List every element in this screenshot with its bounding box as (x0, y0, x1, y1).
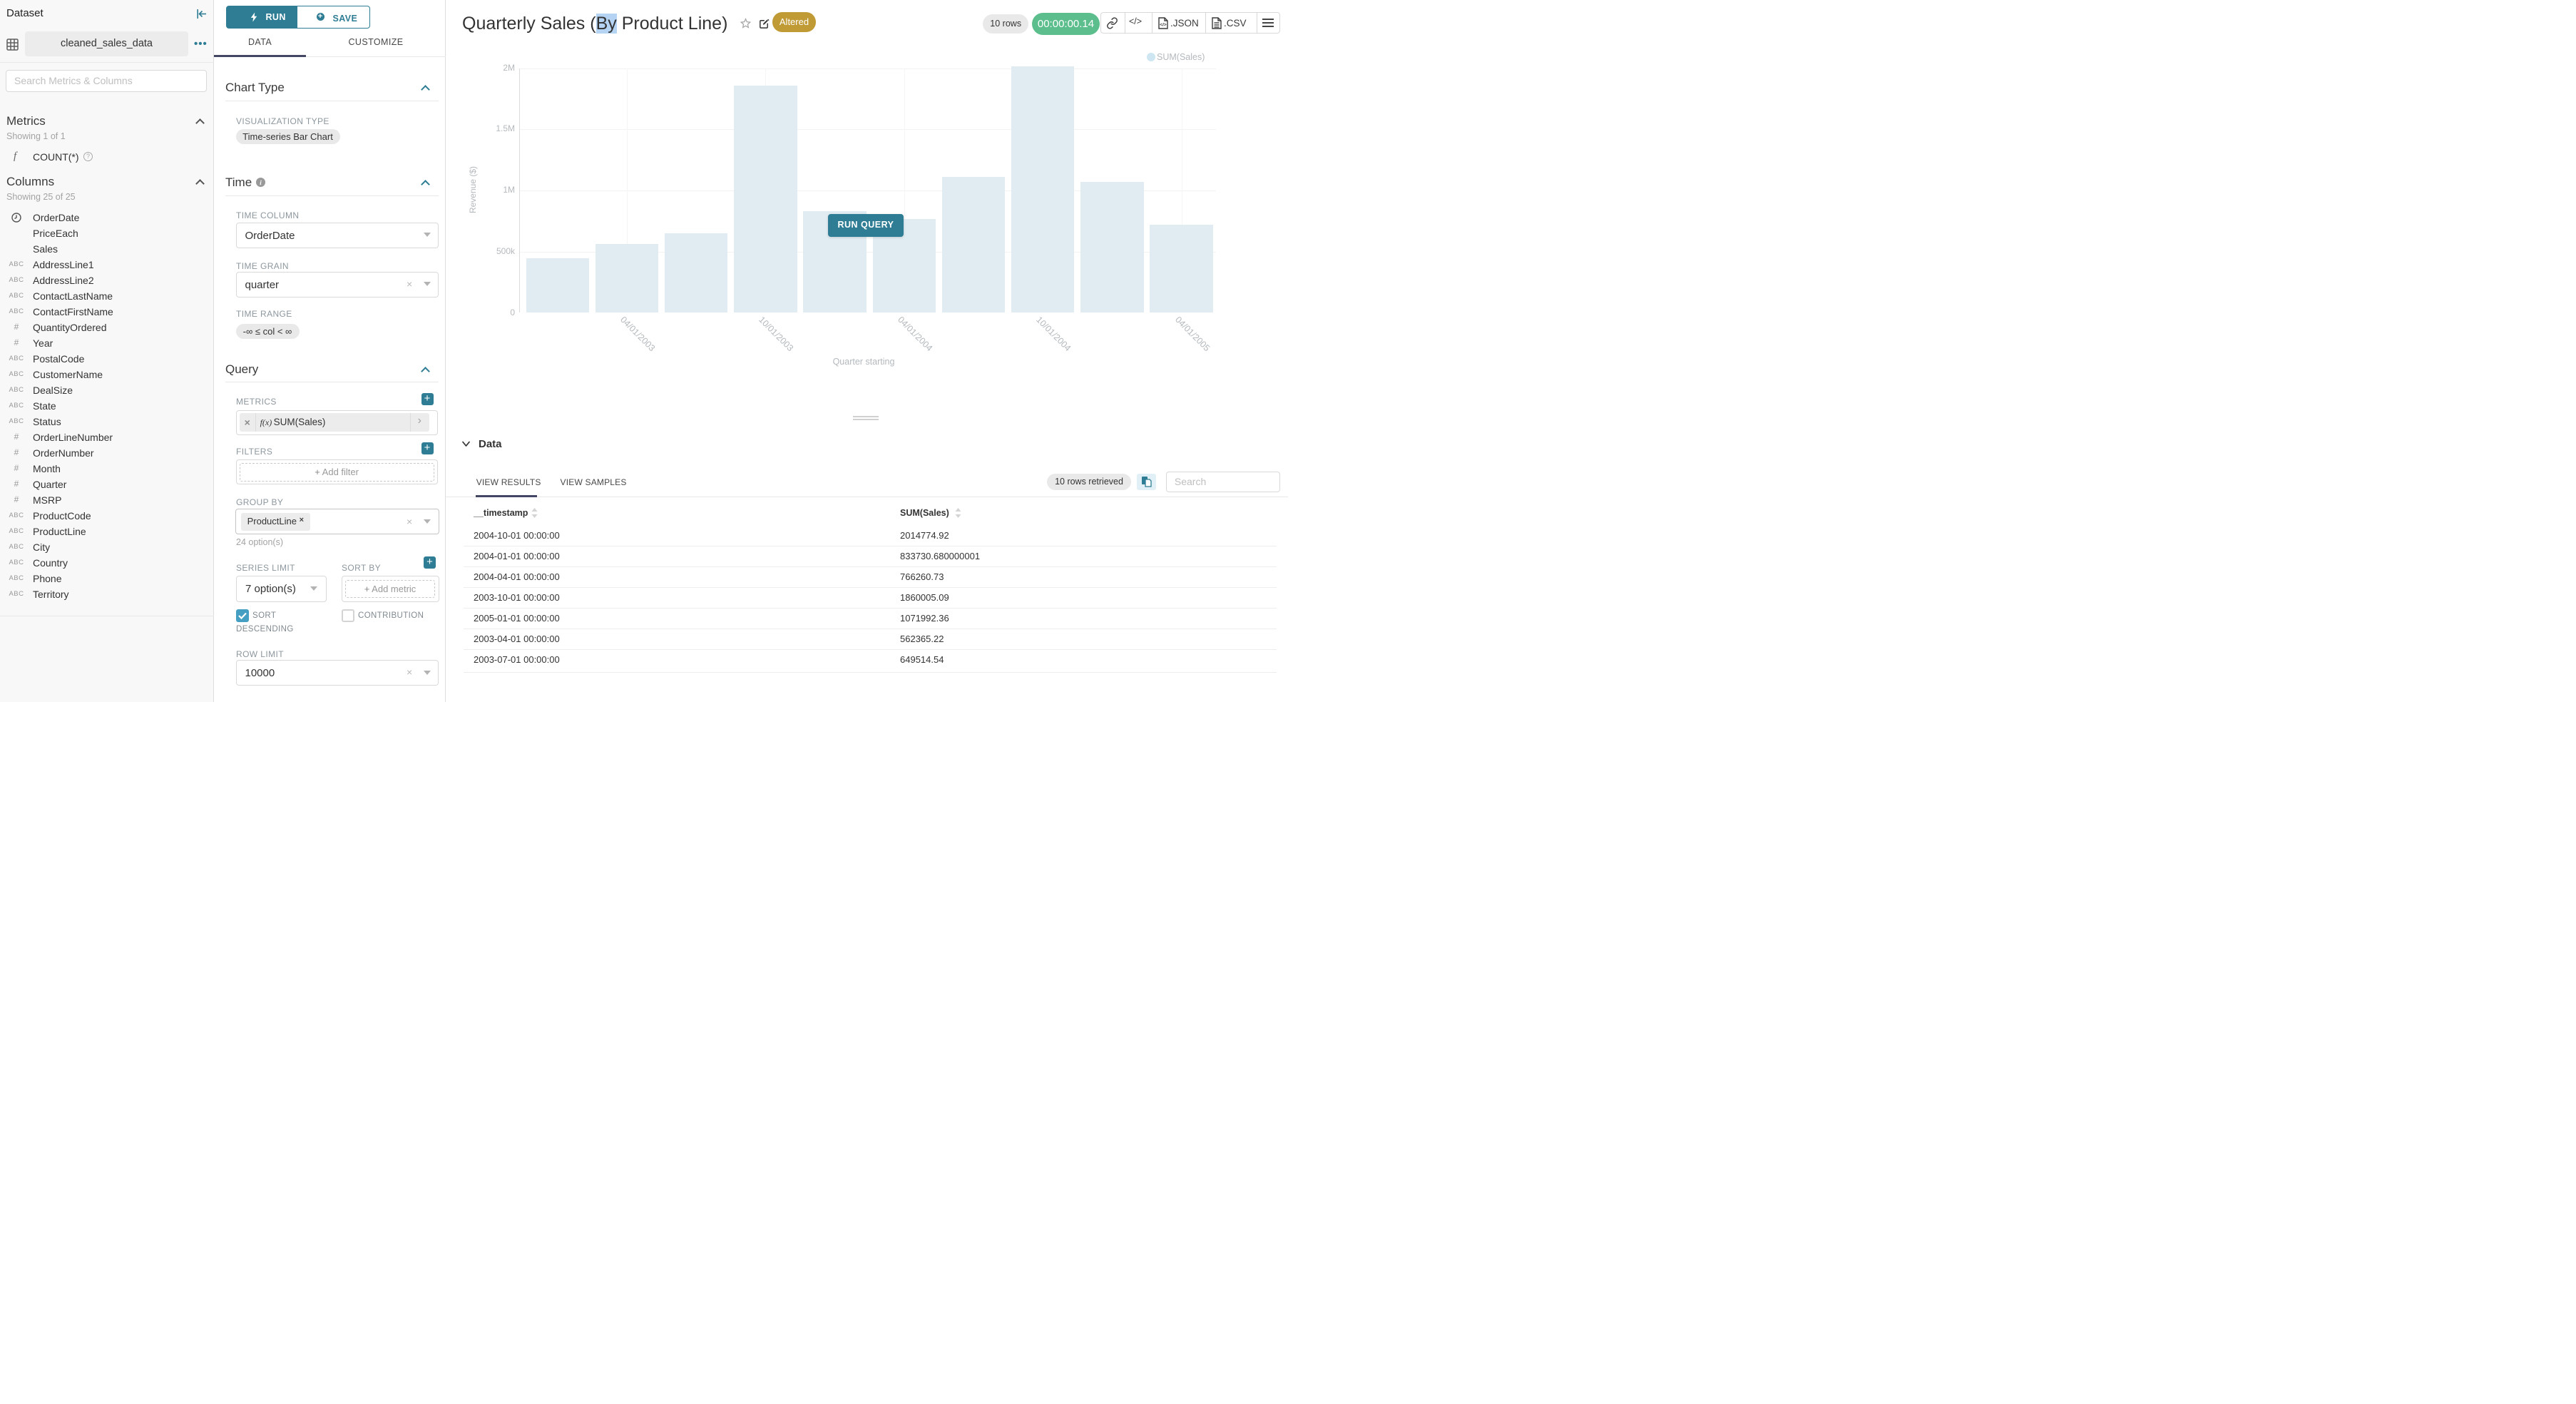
svg-text:</>: </> (1160, 22, 1167, 27)
svg-text:i: i (260, 179, 262, 186)
